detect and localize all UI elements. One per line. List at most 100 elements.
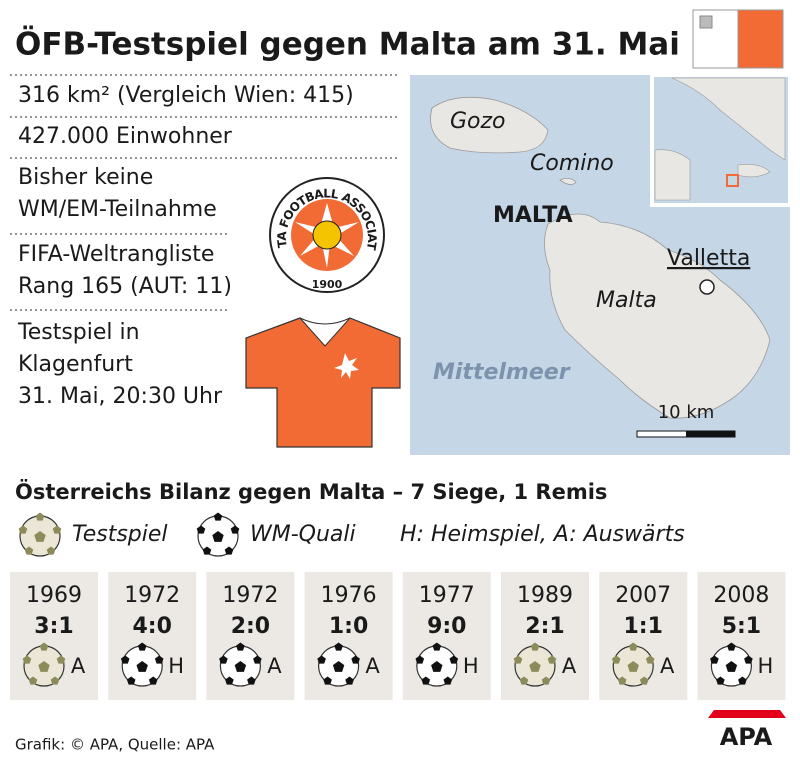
match-venue: A	[660, 654, 675, 678]
logo-year: 1900	[312, 278, 343, 291]
ball-patch	[639, 676, 649, 685]
ball-patch	[716, 676, 725, 685]
ball-patch	[39, 642, 49, 651]
ball-patch	[345, 676, 354, 685]
ball-patch	[744, 655, 753, 664]
ball-patch	[627, 661, 639, 672]
ball-patch	[219, 655, 228, 664]
match-year: 2007	[615, 583, 671, 608]
legend-label: H: Heimspiel, A: Auswärts	[400, 522, 685, 547]
ball-patch	[431, 661, 443, 672]
fact-text: Klagenfurt	[18, 352, 133, 377]
ball-patch	[547, 655, 557, 664]
ball-patch	[46, 546, 56, 555]
match-year: 1976	[321, 583, 377, 608]
ball-patch	[234, 661, 247, 672]
ball-patch	[645, 655, 655, 664]
map-label: Malta	[596, 288, 657, 313]
facts: 316 km² (Vergleich Wien: 415) 427.000 Ei…	[10, 74, 400, 409]
map-label: MALTA	[493, 203, 573, 228]
match-score: 4:0	[132, 614, 171, 639]
match-score: 1:0	[329, 614, 368, 639]
ball-patch	[351, 655, 360, 664]
ball-patch	[415, 655, 425, 664]
ball-patch	[24, 546, 34, 555]
match-score: 3:1	[34, 614, 73, 639]
ball-patch	[253, 655, 262, 664]
ball-patch	[332, 661, 345, 672]
ball-patch	[611, 655, 621, 664]
ball-patch	[126, 676, 136, 685]
ball-patch	[136, 661, 148, 672]
fact-text: Testspiel in	[17, 320, 140, 345]
ball-patch	[519, 676, 529, 685]
match-year: 1972	[222, 583, 278, 608]
match-venue: H	[758, 654, 774, 678]
title: ÖFB-Testspiel gegen Malta am 31. Mai	[15, 26, 680, 63]
ball-patch	[529, 661, 541, 672]
map: Gozo Comino MALTA Valletta Malta Mittelm…	[410, 73, 792, 455]
match-year: 2008	[713, 583, 769, 608]
ball-qualifier	[317, 642, 360, 687]
fact-text: 427.000 Einwohner	[18, 124, 233, 149]
ball-friendly	[513, 642, 557, 687]
match-year: 1977	[419, 583, 475, 608]
ball-friendly	[18, 512, 62, 557]
match-cards: 1969 3:1 A 1972 4:0 H 1972 2:0 A 1976 1:0 A 1977 9:0 H…	[10, 572, 786, 700]
apa-logo: APA	[720, 723, 773, 751]
legend-label: WM-Quali	[250, 522, 356, 547]
ball-patch	[443, 676, 453, 685]
record-title: Österreichs Bilanz gegen Malta – 7 Siege…	[15, 479, 607, 504]
legend: Testspiel WM-Quali H: Heimspiel, A: Ausw…	[18, 512, 685, 557]
ball-patch	[213, 512, 223, 521]
ball-qualifier	[415, 642, 459, 687]
ball-patch	[432, 642, 442, 651]
match-year: 1972	[124, 583, 180, 608]
match-venue: H	[168, 654, 184, 678]
fact-text: FIFA-Weltrangliste	[18, 242, 214, 267]
ball-patch	[421, 676, 431, 685]
ball-friendly	[22, 642, 66, 687]
ball-patch	[230, 525, 240, 534]
fact-text: 316 km² (Vergleich Wien: 415)	[18, 83, 354, 108]
ball-patch	[137, 642, 147, 651]
ball-patch	[196, 525, 206, 534]
match-venue: A	[71, 654, 86, 678]
ball-patch	[38, 661, 50, 672]
ball-patch	[148, 676, 158, 685]
match-venue: A	[365, 654, 380, 678]
apa-mark	[708, 710, 786, 718]
ball-qualifier	[219, 642, 262, 687]
match-year: 1969	[26, 583, 82, 608]
legend-label: Testspiel	[72, 522, 168, 547]
ball-patch	[50, 676, 60, 685]
ball-patch	[225, 676, 234, 685]
ball-qualifier	[120, 642, 164, 687]
match-score: 2:0	[231, 614, 270, 639]
match-score: 5:1	[722, 614, 761, 639]
flag	[692, 9, 784, 69]
fact-text: Bisher keine	[18, 165, 153, 190]
ball-patch	[513, 655, 523, 664]
scale-label: 10 km	[658, 402, 715, 423]
ball-patch	[725, 661, 738, 672]
ball-patch	[317, 655, 326, 664]
ball-patch	[530, 642, 540, 651]
ball-patch	[18, 525, 28, 534]
ball-patch	[617, 676, 627, 685]
match-venue: A	[267, 654, 282, 678]
map-label: Comino	[530, 151, 614, 176]
ball-patch	[449, 655, 459, 664]
match-score: 2:1	[525, 614, 564, 639]
ball-patch	[34, 531, 46, 542]
ball-patch	[212, 531, 224, 542]
match-venue: A	[562, 654, 577, 678]
ball-patch	[727, 642, 736, 651]
match-venue: H	[463, 654, 479, 678]
ball-patch	[22, 655, 32, 664]
ball-qualifier	[710, 642, 753, 687]
ball-qualifier	[196, 512, 240, 557]
map-label: Valletta	[667, 246, 750, 271]
map-label: Gozo	[450, 109, 506, 134]
